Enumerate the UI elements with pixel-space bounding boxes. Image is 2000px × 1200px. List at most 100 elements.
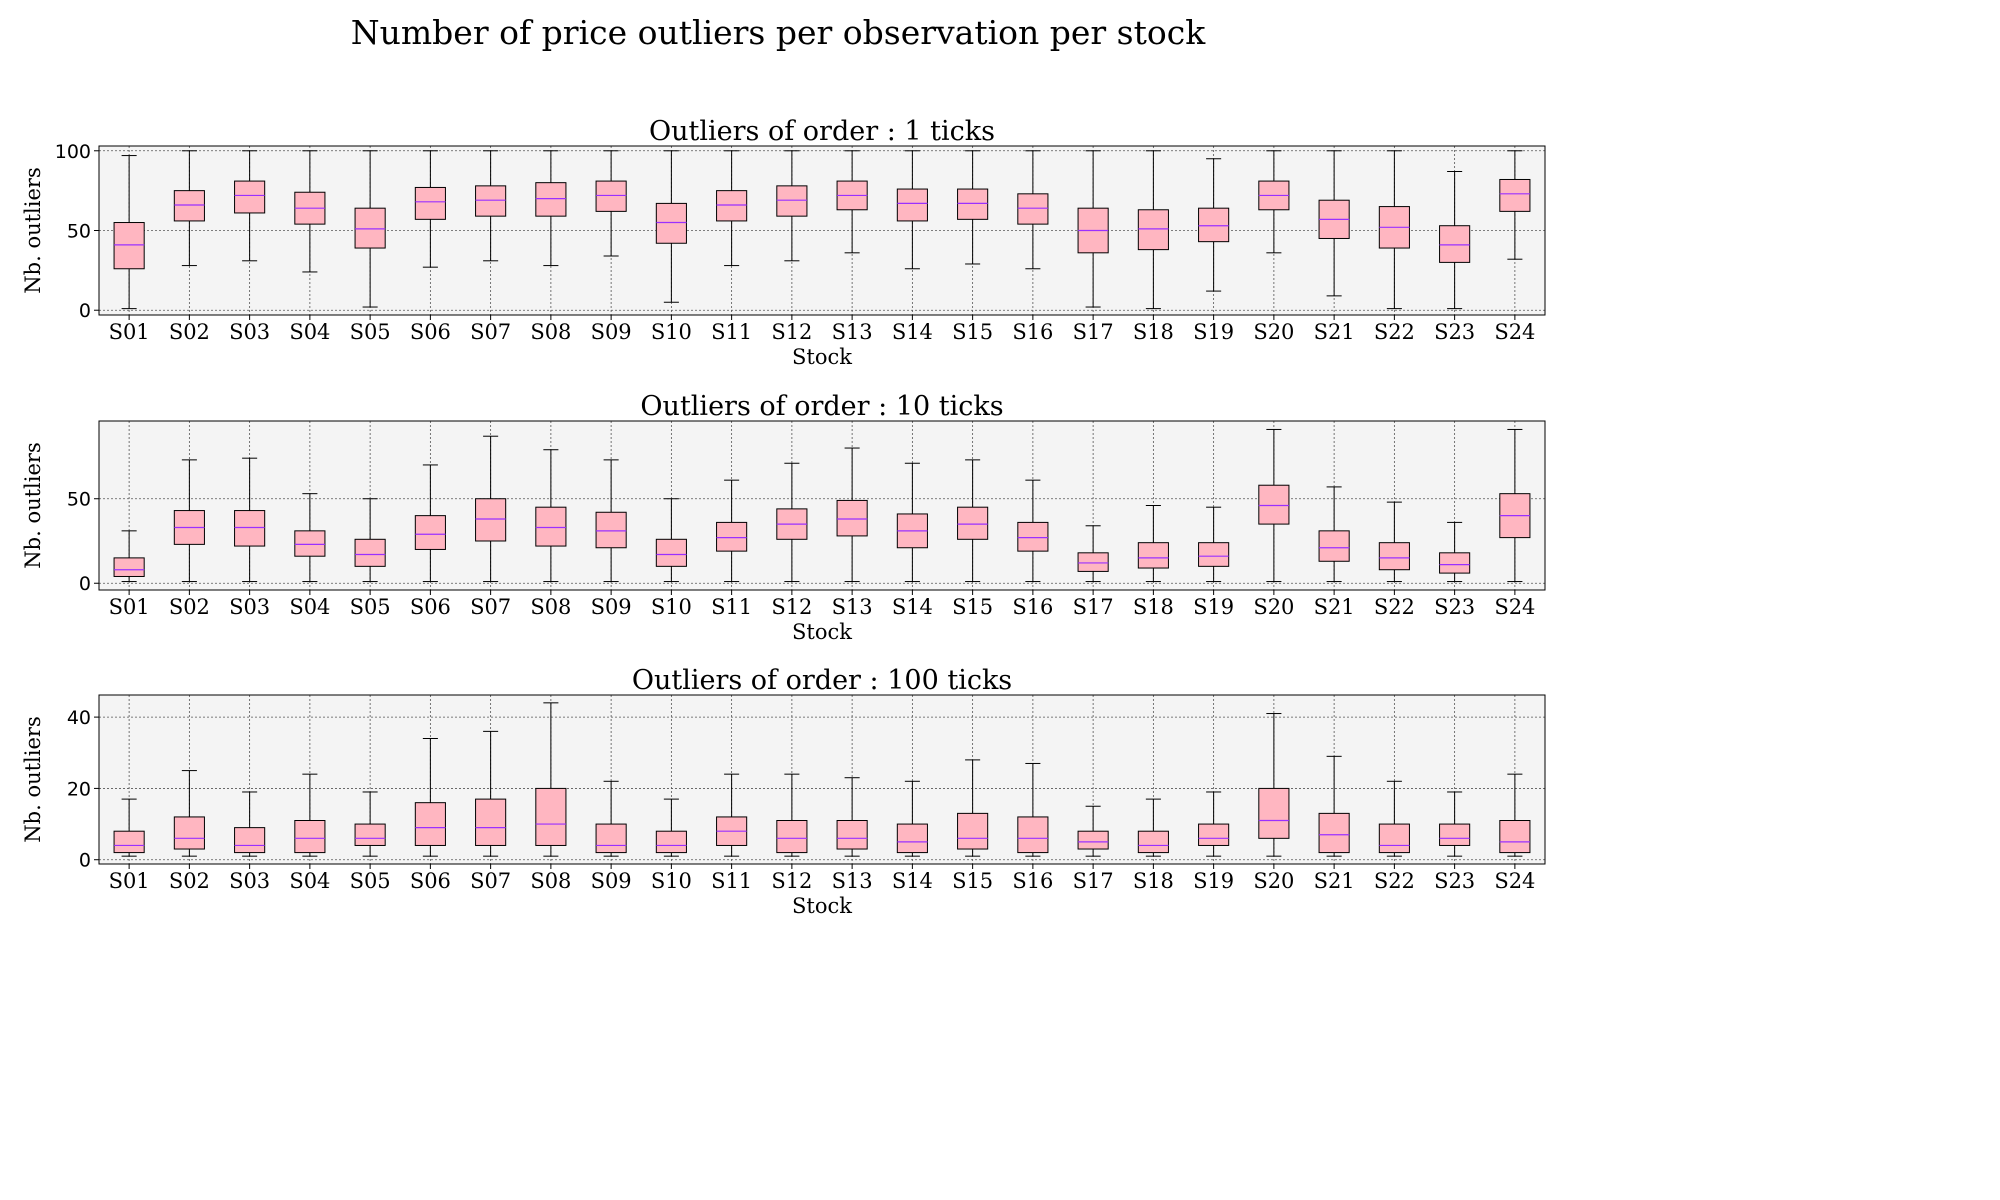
x-tick-label: S20 <box>1253 320 1294 344</box>
box-S06 <box>414 150 446 268</box>
plot-area <box>99 421 1545 590</box>
box-body <box>1318 530 1350 562</box>
box-S18 <box>1137 798 1169 857</box>
box-S14 <box>896 780 928 857</box>
box-body <box>655 202 687 244</box>
box-S21 <box>1318 755 1350 857</box>
y-tick-label: 0 <box>79 573 91 595</box>
x-tick-label: S22 <box>1374 320 1415 344</box>
box-S11 <box>716 773 748 857</box>
x-tick-label: S24 <box>1494 320 1535 344</box>
box-body <box>1137 830 1169 854</box>
x-tick-label: S05 <box>350 595 391 619</box>
box-S16 <box>1017 479 1049 583</box>
x-tick-label: S15 <box>952 869 993 893</box>
x-tick-label: S06 <box>410 869 451 893</box>
x-tick-label: S04 <box>289 595 330 619</box>
box-S15 <box>957 759 989 857</box>
box-body <box>475 798 507 846</box>
x-tick-label: S07 <box>470 320 511 344</box>
box-body <box>354 823 386 846</box>
box-S13 <box>836 777 868 857</box>
box-S03 <box>234 457 266 583</box>
x-tick-label: S14 <box>892 869 933 893</box>
y-tick-label: 50 <box>67 221 91 243</box>
box-S13 <box>836 447 868 583</box>
box-body <box>234 180 266 214</box>
box-S05 <box>354 150 386 308</box>
box-body <box>113 222 145 270</box>
box-S04 <box>294 150 326 273</box>
box-body <box>113 557 145 577</box>
box-body <box>776 185 808 217</box>
x-tick-label: S24 <box>1494 869 1535 893</box>
y-tick-label: 50 <box>67 489 91 511</box>
box-S18 <box>1137 505 1169 583</box>
box-S10 <box>655 498 687 583</box>
box-S14 <box>896 150 928 270</box>
x-tick-label: S02 <box>169 869 210 893</box>
box-S02 <box>173 150 205 267</box>
box-S14 <box>896 462 928 583</box>
box-S08 <box>535 150 567 267</box>
plot-area <box>99 695 1545 864</box>
x-tick-label: S17 <box>1073 595 1114 619</box>
box-S03 <box>234 791 266 857</box>
box-S08 <box>535 702 567 857</box>
box-body <box>1017 521 1049 552</box>
box-body <box>836 499 868 537</box>
x-tick-label: S02 <box>169 320 210 344</box>
box-S21 <box>1318 486 1350 583</box>
x-tick-label: S14 <box>892 595 933 619</box>
x-tick-label: S20 <box>1253 595 1294 619</box>
x-axis-label: Stock <box>792 620 852 644</box>
x-tick-label: S19 <box>1193 869 1234 893</box>
box-S20 <box>1258 150 1290 254</box>
box-S17 <box>1077 805 1109 857</box>
x-tick-label: S09 <box>591 595 632 619</box>
box-S09 <box>595 780 627 857</box>
x-tick-label: S01 <box>109 869 150 893</box>
box-body <box>1499 178 1531 212</box>
panel-title: Outliers of order : 100 ticks <box>632 665 1012 696</box>
box-S13 <box>836 150 868 254</box>
x-tick-label: S07 <box>470 595 511 619</box>
box-body <box>535 506 567 547</box>
x-tick-label: S08 <box>530 869 571 893</box>
box-body <box>294 820 326 854</box>
x-tick-label: S23 <box>1434 595 1475 619</box>
figure-title: Number of price outliers per observation… <box>351 13 1206 52</box>
box-S08 <box>535 449 567 583</box>
box-S09 <box>595 150 627 257</box>
box-body <box>535 182 567 217</box>
box-S01 <box>113 798 145 857</box>
box-body <box>655 538 687 567</box>
box-S23 <box>1439 171 1471 310</box>
box-S22 <box>1378 501 1410 583</box>
box-body <box>1137 209 1169 251</box>
x-tick-label: S18 <box>1133 869 1174 893</box>
x-tick-label: S06 <box>410 320 451 344</box>
x-tick-label: S17 <box>1073 869 1114 893</box>
x-tick-label: S18 <box>1133 320 1174 344</box>
box-S24 <box>1499 773 1531 857</box>
x-tick-label: S15 <box>952 595 993 619</box>
box-body <box>1258 787 1290 839</box>
y-tick-label: 100 <box>55 141 91 163</box>
box-body <box>1137 542 1169 569</box>
box-body <box>1258 484 1290 525</box>
x-tick-label: S13 <box>832 595 873 619</box>
x-axis-label: Stock <box>792 345 852 369</box>
x-tick-label: S21 <box>1314 869 1355 893</box>
box-S17 <box>1077 150 1109 308</box>
box-S15 <box>957 459 989 583</box>
box-body <box>1017 193 1049 225</box>
x-axis-label: Stock <box>792 894 852 918</box>
box-S10 <box>655 150 687 303</box>
box-body <box>475 498 507 542</box>
box-S16 <box>1017 150 1049 270</box>
box-body <box>294 530 326 557</box>
panel-100-ticks: 0 20 40 S01 S02 S03 S04 S05 S06 S07 S08 S09 S10 S11 S1… <box>21 665 1546 918</box>
x-tick-label: S16 <box>1012 869 1053 893</box>
